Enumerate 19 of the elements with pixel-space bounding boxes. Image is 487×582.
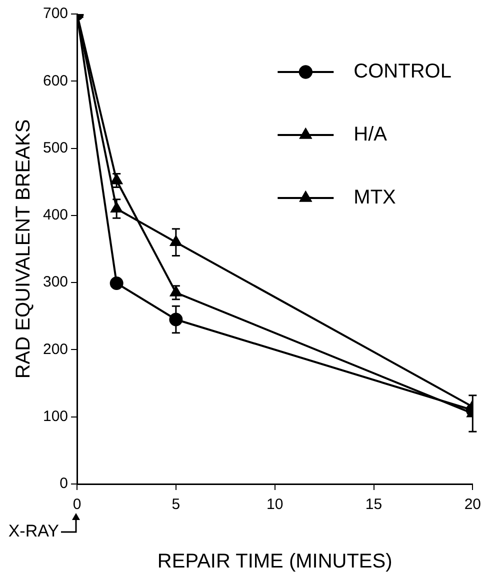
x-axis-title: REPAIR TIME (MINUTES) xyxy=(157,550,392,573)
y-tick-label: 300 xyxy=(42,274,68,291)
y-tick-label: 700 xyxy=(42,5,68,22)
x-tick-label: 0 xyxy=(72,496,82,514)
y-tick-label: 0 xyxy=(60,475,68,492)
x-tick-label: 20 xyxy=(464,496,481,514)
x-tick-label: 10 xyxy=(266,496,284,514)
legend-label: MTX xyxy=(354,186,396,209)
legend-label: H/A xyxy=(354,124,388,146)
y-tick-label: 100 xyxy=(42,408,68,425)
y-tick-label: 600 xyxy=(42,72,68,90)
y-tick-label: 400 xyxy=(42,206,68,224)
y-tick-label: 200 xyxy=(42,340,68,358)
y-tick-label: 500 xyxy=(42,139,68,156)
y-axis-title: RAD EQUIVALENT BREAKS xyxy=(12,119,35,379)
text: X-RAY xyxy=(8,522,60,541)
x-tick-label: 15 xyxy=(365,496,382,514)
legend-label: CONTROL xyxy=(354,60,452,83)
x-tick-label: 5 xyxy=(172,496,180,514)
